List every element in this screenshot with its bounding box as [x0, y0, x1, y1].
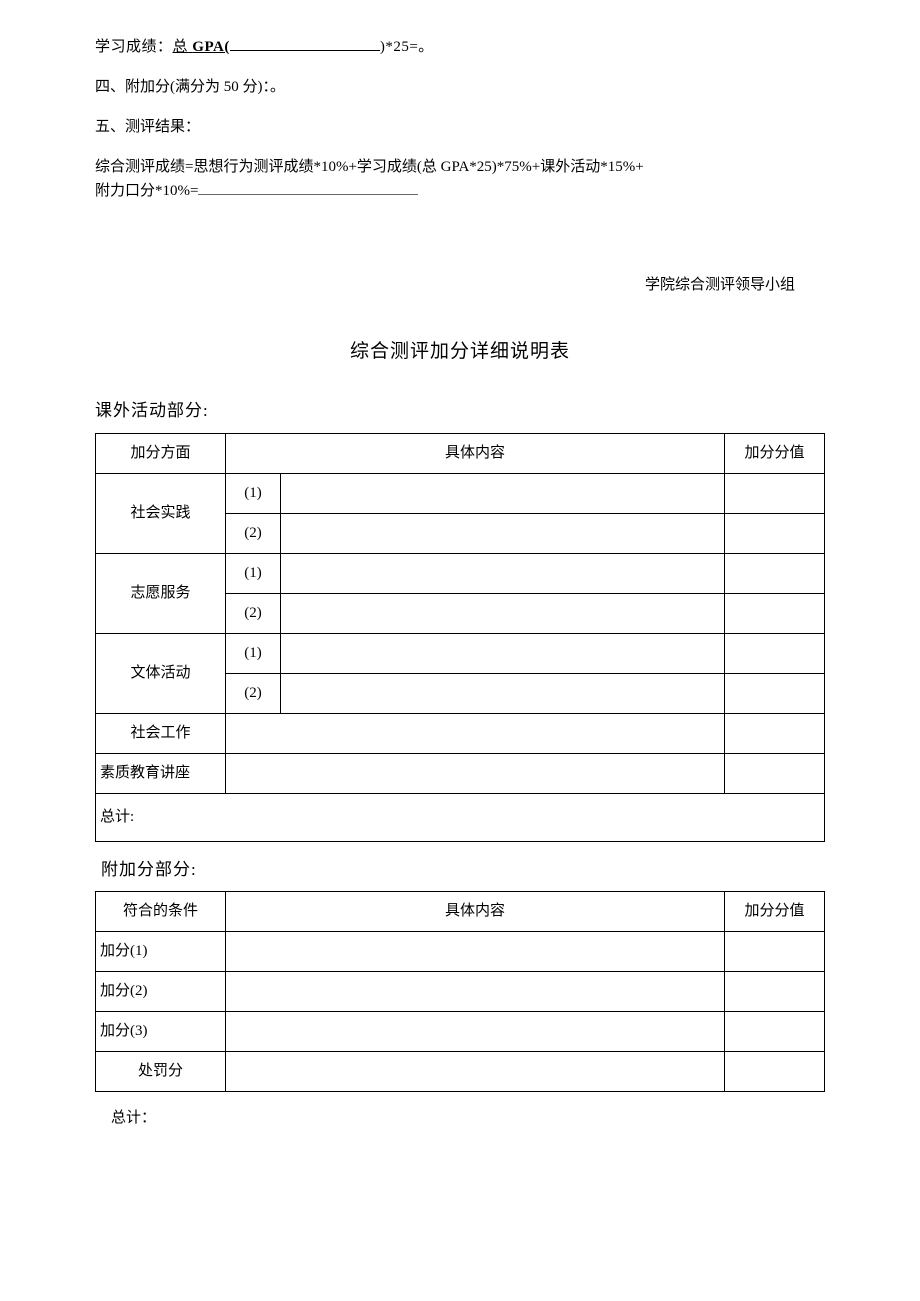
gpa-blank[interactable]: [230, 50, 380, 51]
t1-r3n2: (2): [226, 673, 281, 713]
table-row: 加分(3): [96, 1011, 825, 1051]
gpa-underline-zong: 总: [173, 39, 189, 55]
t1-h2: 具体内容: [226, 433, 725, 473]
table-row: 加分(1): [96, 931, 825, 971]
table-row: 符合的条件 具体内容 加分分值: [96, 891, 825, 931]
t1-r2n1: (1): [226, 553, 281, 593]
t1-r1n1: (1): [226, 473, 281, 513]
cell-score[interactable]: [725, 513, 825, 553]
t1-r3: 文体活动: [96, 633, 226, 713]
cell-score[interactable]: [725, 473, 825, 513]
form-title: 综合测评加分详细说明表: [95, 337, 825, 367]
cell-content[interactable]: [226, 1011, 725, 1051]
formula-line1: 综合测评成绩=思想行为测评成绩*10%+学习成绩(总 GPA*25)*75%+课…: [95, 155, 825, 179]
t2-r2: 加分(2): [96, 971, 226, 1011]
gpa-bold: GPA(: [192, 39, 230, 55]
t1-r4: 社会工作: [96, 713, 226, 753]
table-row: 志愿服务 (1): [96, 553, 825, 593]
t1-h3: 加分分值: [725, 433, 825, 473]
cell-content[interactable]: [226, 971, 725, 1011]
t2-h3: 加分分值: [725, 891, 825, 931]
cell-content[interactable]: [281, 473, 725, 513]
table-row: 社会工作: [96, 713, 825, 753]
cell-score[interactable]: [725, 1011, 825, 1051]
cell-content[interactable]: [281, 513, 725, 553]
table-row: 处罚分: [96, 1051, 825, 1091]
line-4: 四、附加分(满分为 50 分)：。: [95, 75, 825, 99]
cell-score[interactable]: [725, 753, 825, 793]
cell-score[interactable]: [725, 593, 825, 633]
line-5: 五、测评结果：: [95, 115, 825, 139]
t1-r3n1: (1): [226, 633, 281, 673]
cell-score[interactable]: [725, 931, 825, 971]
cell-score[interactable]: [725, 971, 825, 1011]
table-row: 社会实践 (1): [96, 473, 825, 513]
table-additional: 符合的条件 具体内容 加分分值 加分(1) 加分(2) 加分(3) 处罚分: [95, 891, 825, 1092]
cell-score[interactable]: [725, 673, 825, 713]
t1-r2: 志愿服务: [96, 553, 226, 633]
t1-r2n2: (2): [226, 593, 281, 633]
gpa-line: 学习成绩：总 GPA()*25=。: [95, 35, 825, 59]
cell-content[interactable]: [226, 931, 725, 971]
t2-r1: 加分(1): [96, 931, 226, 971]
section2-label: 附加分部分:: [101, 856, 825, 883]
t1-total: 总计:: [96, 793, 825, 841]
t2-r3: 加分(3): [96, 1011, 226, 1051]
cell-content[interactable]: [281, 633, 725, 673]
section1-label: 课外活动部分:: [95, 397, 825, 424]
result-blank[interactable]: [198, 194, 418, 195]
formula-line2: 附力口分*10%=: [95, 179, 825, 203]
table-row: 文体活动 (1): [96, 633, 825, 673]
t2-total: 总计：: [95, 1106, 825, 1130]
t2-r4: 处罚分: [96, 1051, 226, 1091]
table-row: 加分方面 具体内容 加分分值: [96, 433, 825, 473]
t1-r1: 社会实践: [96, 473, 226, 553]
table-extracurricular: 加分方面 具体内容 加分分值 社会实践 (1) (2) 志愿服务 (1) (2)…: [95, 433, 825, 842]
cell-content[interactable]: [226, 753, 725, 793]
cell-content[interactable]: [226, 713, 725, 753]
cell-score[interactable]: [725, 633, 825, 673]
t1-r5: 素质教育讲座: [96, 753, 226, 793]
signature: 学院综合测评领导小组: [95, 273, 825, 297]
cell-score[interactable]: [725, 553, 825, 593]
t2-h2: 具体内容: [226, 891, 725, 931]
gpa-suffix: *25=。: [385, 39, 433, 55]
cell-content[interactable]: [281, 553, 725, 593]
t1-h1: 加分方面: [96, 433, 226, 473]
t1-r1n2: (2): [226, 513, 281, 553]
cell-content[interactable]: [281, 673, 725, 713]
cell-content[interactable]: [226, 1051, 725, 1091]
table-row: 总计:: [96, 793, 825, 841]
cell-score[interactable]: [725, 1051, 825, 1091]
cell-content[interactable]: [281, 593, 725, 633]
cell-score[interactable]: [725, 713, 825, 753]
t2-h1: 符合的条件: [96, 891, 226, 931]
table-row: 素质教育讲座: [96, 753, 825, 793]
gpa-prefix: 学习成绩：: [95, 39, 173, 55]
table-row: 加分(2): [96, 971, 825, 1011]
